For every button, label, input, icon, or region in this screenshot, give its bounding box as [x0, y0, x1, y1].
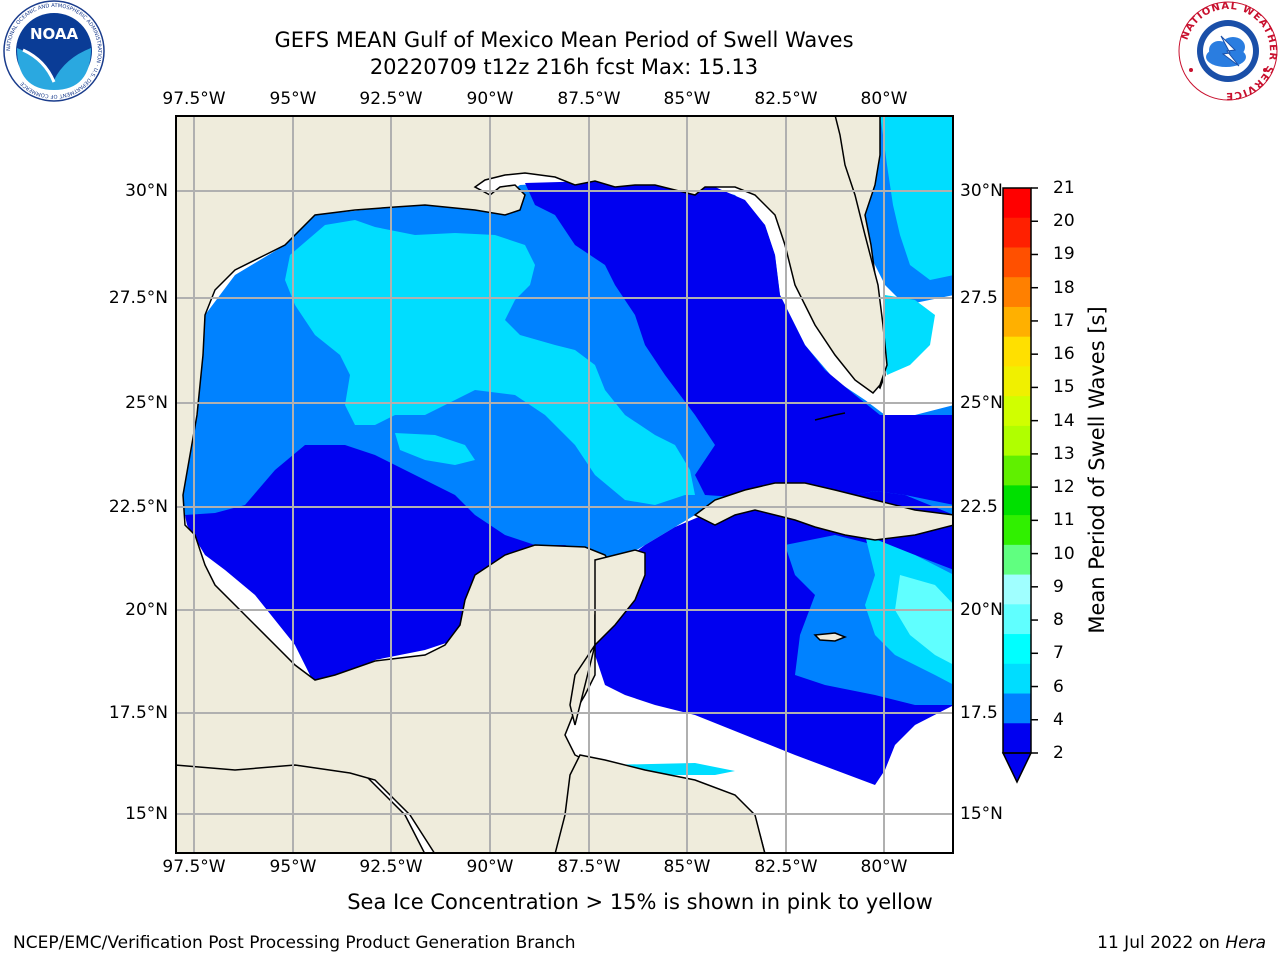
lon-label-bottom: 90°W — [466, 857, 514, 877]
colorbar-tick-label: 12 — [1053, 477, 1075, 498]
colorbar-tick-label: 9 — [1053, 576, 1064, 597]
colorbar-min-extend — [1001, 752, 1033, 784]
sea-ice-note: Sea Ice Concentration > 15% is shown in … — [347, 890, 933, 914]
lon-label-bottom: 92.5°W — [359, 857, 423, 877]
lon-label-top: 87.5°W — [557, 89, 621, 109]
field-0-2s-east-gulf — [525, 181, 954, 505]
colorbar-tick-label: 10 — [1053, 543, 1075, 564]
lon-label-bottom: 85°W — [663, 857, 711, 877]
colorbar-cell — [1003, 188, 1031, 219]
field-4-6s-atlantic — [880, 115, 954, 280]
map-subtitle: 20220709 t12z 216h fcst Max: 15.13 — [369, 55, 759, 79]
field-6-7s-caribbean-east — [895, 575, 954, 665]
colorbar-cell — [1003, 663, 1031, 695]
lon-label-top: 80°W — [860, 89, 908, 109]
colorbar-tick-label: 16 — [1053, 344, 1075, 365]
field-4-6s-florida-strait — [880, 295, 935, 375]
field-4-6s-patch — [395, 433, 475, 465]
colorbar-tick-label: 13 — [1053, 443, 1075, 464]
colorbar-tick-label: 6 — [1053, 676, 1064, 697]
lon-label-top: 95°W — [269, 89, 317, 109]
lat-label-left: 30°N — [125, 181, 168, 201]
colorbar-tick-label: 21 — [1053, 178, 1075, 198]
colorbar-tick-label: 11 — [1053, 510, 1075, 531]
lon-label-top: 82.5°W — [754, 89, 818, 109]
colorbar-cell — [1003, 544, 1031, 576]
nws-logo: NATIONAL WEATHER SERVICE — [1178, 1, 1278, 101]
colorbar-cell — [1003, 723, 1031, 754]
colorbar-title: Mean Period of Swell Waves [s] — [1085, 306, 1109, 634]
credit-line: NCEP/EMC/Verification Post Processing Pr… — [13, 933, 576, 953]
run-date: 11 Jul 2022 on Hera — [1097, 933, 1266, 953]
land-masses — [175, 115, 954, 854]
gulf-of-mexico-map — [175, 115, 954, 854]
colorbar-tick-label: 15 — [1053, 377, 1075, 398]
colorbar-cell — [1003, 277, 1031, 308]
colorbar-tick-label: 19 — [1053, 244, 1075, 265]
colorbar-cell — [1003, 217, 1031, 248]
lon-label-bottom: 95°W — [269, 857, 317, 877]
lon-label-bottom: 97.5°W — [162, 857, 226, 877]
lat-label-right: 15°N — [960, 804, 1003, 824]
noaa-logo: NATIONAL OCEANIC AND ATMOSPHERIC ADMINIS… — [3, 0, 105, 102]
lon-label-top: 85°W — [663, 89, 711, 109]
colorbar-cell — [1003, 604, 1031, 635]
lat-label-left: 25°N — [125, 393, 168, 413]
colorbar-cell — [1003, 425, 1031, 457]
colorbar-tick-label: 18 — [1053, 277, 1075, 298]
colorbar-cell — [1003, 455, 1031, 486]
lon-label-bottom: 87.5°W — [557, 857, 621, 877]
colorbar-cell — [1003, 247, 1031, 278]
colorbar-cell — [1003, 634, 1031, 665]
lat-label-right: 25°N — [960, 393, 1003, 413]
lon-label-top: 92.5°W — [359, 89, 423, 109]
lat-label-right: 27.5 — [960, 288, 998, 308]
colorbar-cell — [1003, 515, 1031, 546]
colorbar — [1001, 187, 1038, 784]
lon-label-top: 97.5°W — [162, 89, 226, 109]
lon-label-bottom: 82.5°W — [754, 857, 818, 877]
lat-label-left: 27.5°N — [108, 288, 168, 308]
jamaica — [813, 632, 848, 642]
lat-label-right: 30°N — [960, 181, 1003, 201]
lat-label-left: 15°N — [125, 804, 168, 824]
lat-label-right: 22.5 — [960, 497, 998, 517]
lat-label-left: 20°N — [125, 600, 168, 620]
yucatan — [569, 549, 646, 726]
central-america — [554, 754, 766, 854]
lon-label-top: 90°W — [466, 89, 514, 109]
colorbar-tick-label: 4 — [1053, 709, 1064, 730]
colorbar-cell — [1003, 396, 1031, 427]
lat-label-right: 20°N — [960, 600, 1003, 620]
host-name: Hera — [1225, 933, 1266, 953]
colorbar-tick-label: 14 — [1053, 410, 1075, 431]
colorbar-tick-label: 17 — [1053, 310, 1075, 331]
run-date-text: 11 Jul 2022 on — [1097, 933, 1226, 953]
colorbar-tick-label: 8 — [1053, 610, 1064, 631]
colorbar-cell — [1003, 693, 1031, 724]
lat-label-left: 22.5°N — [108, 497, 168, 517]
noaa-wordmark: NOAA — [30, 25, 79, 43]
colorbar-tick-label: 20 — [1053, 211, 1075, 232]
colorbar-ticks — [1031, 187, 1038, 754]
colorbar-cell — [1003, 336, 1031, 367]
colorbar-frame — [1002, 187, 1032, 754]
colorbar-tick-label: 2 — [1053, 743, 1064, 763]
colorbar-cell — [1003, 366, 1031, 397]
map-title: GEFS MEAN Gulf of Mexico Mean Period of … — [274, 28, 854, 52]
colorbar-cell — [1003, 574, 1031, 605]
cuba — [693, 482, 954, 541]
florida-keys — [814, 412, 846, 421]
colorbar-tick-label: 7 — [1053, 643, 1064, 664]
graticule — [175, 115, 954, 854]
lat-label-right: 17.5 — [960, 703, 998, 723]
lat-label-left: 17.5°N — [108, 703, 168, 723]
colorbar-cells — [1003, 188, 1031, 754]
lon-label-bottom: 80°W — [860, 857, 908, 877]
colorbar-cell — [1003, 485, 1031, 516]
colorbar-cell — [1003, 306, 1031, 338]
map-frame — [175, 115, 954, 854]
